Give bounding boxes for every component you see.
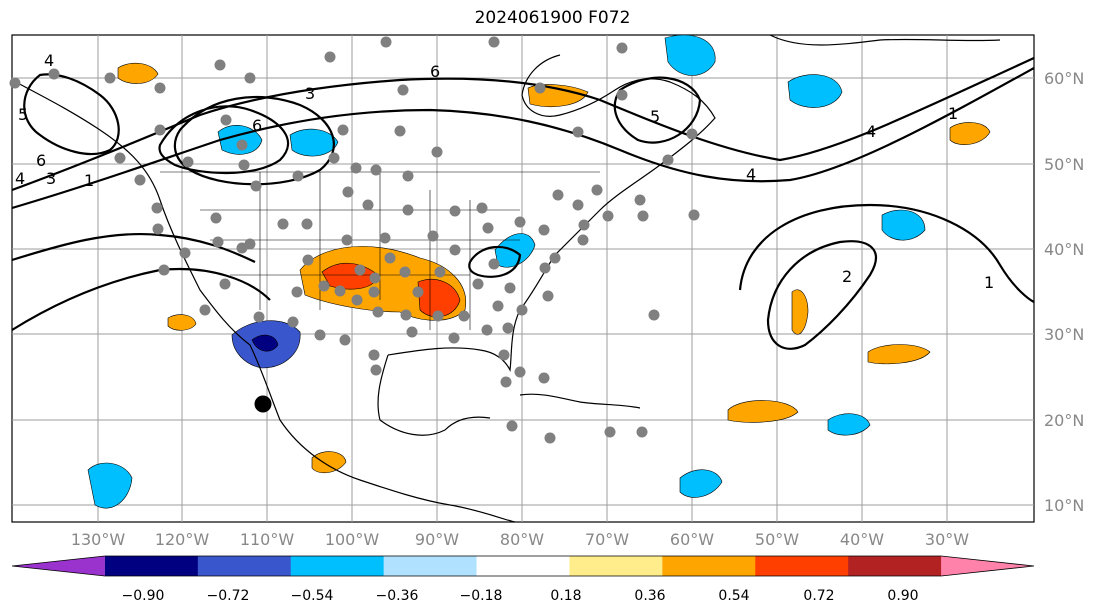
colorbar-tick-label: 0.54 [718, 588, 749, 604]
contour-label: 6 [252, 116, 262, 135]
colorbar-tick-label: 0.36 [634, 588, 665, 604]
contour-i [613, 76, 702, 144]
lat-label: 10°N [1044, 496, 1084, 515]
contour-label: 4 [866, 122, 876, 141]
colorbar-segment [941, 556, 1034, 576]
shade-orange-gulf [311, 451, 347, 474]
colorbar-tick-label: −0.36 [376, 588, 419, 604]
contour-label: 5 [18, 105, 28, 124]
coast-gulf-mexico [377, 354, 491, 436]
contour-label: 1 [84, 171, 94, 190]
lon-label: 130°W [71, 530, 126, 549]
lat-label: 60°N [1044, 69, 1084, 88]
shade-red-south [417, 279, 461, 318]
contour-label: 4 [44, 51, 54, 70]
shade-blue-labrador-sea [787, 74, 843, 108]
shade-blue-tropical [827, 413, 871, 436]
colorbar-tick-labels: −0.90 −0.72 −0.54 −0.36 −0.18 0.18 0.36 … [122, 588, 919, 604]
shade-blue-caribbean [679, 469, 723, 498]
lat-label: 50°N [1044, 155, 1084, 174]
contour-b [11, 67, 1035, 210]
highlight-marker [254, 395, 272, 413]
lat-label: 30°N [1044, 325, 1084, 344]
longitude-labels: 130°W 120°W 110°W 100°W 90°W 80°W 70°W 6… [71, 530, 969, 549]
contour-d [173, 95, 335, 186]
contour-a [11, 56, 1035, 192]
contour-label: 6 [430, 62, 440, 81]
lon-label: 30°W [925, 530, 969, 549]
colorbar-segment [197, 556, 292, 576]
contour-label: 5 [650, 107, 660, 126]
contour-label: 1 [984, 273, 994, 292]
contour-label: 2 [842, 267, 852, 286]
colorbar-segment [848, 556, 942, 576]
chart-title: 2024061900 F072 [474, 8, 631, 28]
contour-labels: 4 6 3 6 5 4 6 4 5 1 3 4 1 2 1 [15, 51, 994, 292]
shade-orange-e-atlantic [949, 122, 991, 145]
colorbar-tick-label: 0.90 [887, 588, 918, 604]
lon-label: 90°W [415, 530, 459, 549]
coast-east-north-america [387, 54, 716, 373]
colorbar-segment [12, 556, 105, 576]
shade-orange-pacific [167, 314, 197, 331]
shade-blue-atlantic-a [881, 209, 926, 241]
shade-orange-tropical-b [727, 400, 799, 423]
contour-label: 3 [305, 84, 315, 103]
coast-west-north-america [11, 79, 516, 523]
lon-label: 100°W [325, 530, 380, 549]
contour-label: 4 [15, 169, 25, 188]
lon-label: 120°W [155, 530, 210, 549]
colorbar [11, 555, 1035, 577]
shade-orange-atlantic [791, 289, 809, 335]
contour-label: 3 [46, 169, 56, 188]
shade-blue-alberta [289, 128, 339, 157]
colorbar-outline [11, 555, 1035, 577]
contour-j [11, 232, 256, 263]
lon-label: 80°W [500, 530, 544, 549]
colorbar-tick-label: −0.90 [122, 588, 165, 604]
lon-label: 60°W [670, 530, 714, 549]
colorbar-tick-label: 0.18 [550, 588, 581, 604]
lon-label: 70°W [585, 530, 629, 549]
colorbar-tick-label: −0.54 [291, 588, 334, 604]
colorbar-segment [569, 556, 663, 576]
shade-orange-alaska [117, 62, 159, 84]
colorbar-tick-label: −0.18 [460, 588, 503, 604]
contour-label: 6 [36, 151, 46, 170]
lon-label: 110°W [240, 530, 295, 549]
lat-label: 40°N [1044, 240, 1084, 259]
colorbar-segment [290, 556, 385, 576]
contour-label: 4 [746, 165, 756, 184]
colorbar-segment [476, 556, 570, 576]
colorbar-segment [104, 556, 199, 576]
contour-g [468, 245, 522, 278]
contour-c [158, 105, 290, 175]
colorbar-segment [383, 556, 478, 576]
shade-orange-tropical-a [867, 344, 931, 365]
shaded-regions [87, 34, 991, 509]
colorbar-segment [755, 556, 849, 576]
coast-caribbean [519, 393, 641, 409]
colorbar-tick-label: −0.72 [207, 588, 250, 604]
contour-f [738, 203, 1035, 303]
colorbar-tick-label: 0.72 [803, 588, 834, 604]
shade-blue-greenland-s [664, 34, 716, 76]
lon-label: 40°W [840, 530, 884, 549]
coast-greenland [769, 34, 1001, 46]
contour-h [23, 73, 120, 155]
coastlines [11, 34, 1001, 523]
contour-e [766, 240, 877, 350]
map-frame [11, 34, 1035, 523]
station-markers [9, 36, 700, 444]
lat-label: 20°N [1044, 411, 1084, 430]
contour-lines [11, 56, 1035, 350]
lon-label: 50°W [755, 530, 799, 549]
contour-label: 1 [948, 104, 958, 123]
latitude-labels: 60°N 50°N 40°N 30°N 20°N 10°N [1044, 69, 1084, 515]
shade-navy-mexico [251, 334, 279, 352]
shade-blue-pacific [87, 462, 133, 509]
colorbar-segment [662, 556, 756, 576]
